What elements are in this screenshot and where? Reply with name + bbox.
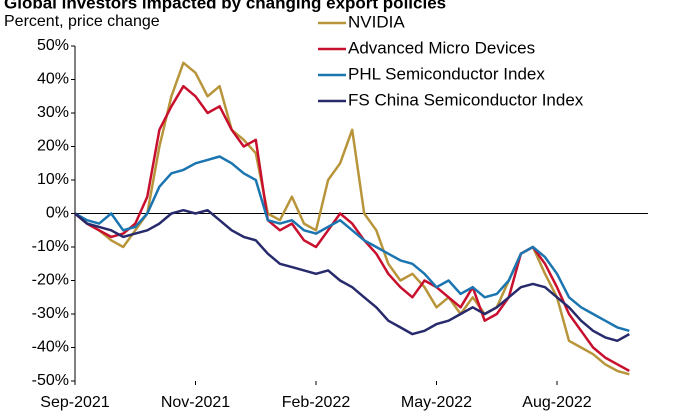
y-tick-label: -30% [32, 305, 69, 322]
x-tick-label: Sep-2021 [40, 394, 109, 411]
y-tick-label: 20% [37, 138, 69, 155]
legend-label: NVIDIA [348, 12, 405, 31]
y-tick-label: -40% [32, 339, 69, 356]
x-tick-label: Nov-2021 [161, 394, 230, 411]
y-tick-label: -50% [32, 372, 69, 389]
y-tick-label: 50% [37, 37, 69, 54]
series-line [74, 61, 630, 376]
legend-label: Advanced Micro Devices [348, 38, 535, 57]
y-tick-label: 40% [37, 71, 69, 88]
x-tick-label: May-2022 [401, 394, 472, 411]
chart-title: Global investors impacted by changing ex… [4, 0, 446, 12]
series-line [74, 208, 630, 343]
legend-label: FS China Semiconductor Index [348, 90, 584, 109]
x-tick-label: Aug-2022 [522, 394, 591, 411]
series-line [74, 155, 630, 333]
y-tick-label: 30% [37, 104, 69, 121]
y-tick-label: 10% [37, 171, 69, 188]
y-tick-label: 0% [46, 205, 69, 222]
series-line [74, 84, 630, 372]
chart-subtitle: Percent, price change [4, 13, 160, 30]
legend-label: PHL Semiconductor Index [348, 64, 545, 83]
y-tick-label: -20% [32, 272, 69, 289]
y-tick-label: -10% [32, 238, 69, 255]
x-tick-label: Feb-2022 [282, 394, 351, 411]
